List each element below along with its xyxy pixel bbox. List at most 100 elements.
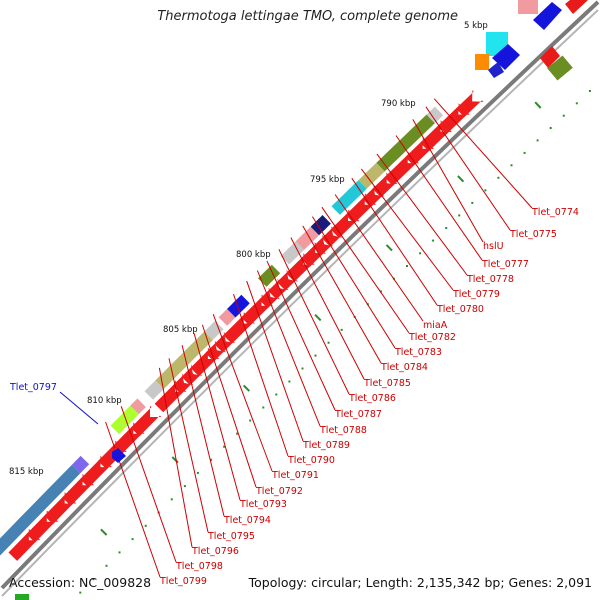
feature-gray-2[interactable] bbox=[280, 241, 305, 265]
gene-label[interactable]: Tlet_0779 bbox=[452, 289, 500, 300]
gene-label[interactable]: Tlet_0788 bbox=[319, 425, 367, 436]
gene-label[interactable]: Tlet_0778 bbox=[466, 274, 514, 285]
gene-arrow[interactable] bbox=[456, 90, 484, 118]
feature-gray[interactable] bbox=[426, 106, 444, 124]
feature-lime[interactable] bbox=[110, 405, 139, 434]
gene-arrow[interactable] bbox=[312, 235, 334, 256]
gene-label[interactable]: Tlet_0783 bbox=[394, 347, 442, 358]
feature-khaki[interactable] bbox=[358, 162, 385, 189]
feature-blue-3 bbox=[488, 62, 504, 78]
kbp-tick bbox=[534, 101, 542, 109]
gene-label[interactable]: Tlet_0799 bbox=[159, 576, 207, 587]
gene-leader-line bbox=[361, 168, 454, 291]
gene-arrow[interactable] bbox=[259, 287, 280, 309]
gene-label[interactable]: Tlet_0787 bbox=[334, 409, 382, 420]
kbp-tick bbox=[457, 175, 465, 183]
gene-leader-line bbox=[433, 98, 533, 209]
gene-arrow[interactable] bbox=[420, 120, 452, 152]
feature-pink bbox=[518, 0, 538, 14]
feature-khaki-2[interactable] bbox=[155, 331, 213, 390]
feature-gray-3[interactable] bbox=[204, 320, 224, 341]
gene-label[interactable]: Tlet_0784 bbox=[380, 362, 428, 373]
gene-label[interactable]: Tlet_0777 bbox=[481, 259, 529, 270]
feature-red-top bbox=[565, 0, 588, 14]
gene-label[interactable]: Tlet_0786 bbox=[348, 393, 396, 404]
feature-green-bottom bbox=[15, 594, 29, 600]
feature-pink-2[interactable] bbox=[218, 309, 236, 326]
gene-arrow[interactable] bbox=[26, 510, 59, 543]
gene-label[interactable]: Tlet_0782 bbox=[408, 332, 456, 343]
feature-steelblue[interactable] bbox=[0, 465, 81, 556]
gene-leader-line bbox=[120, 406, 177, 563]
gene-leader-line bbox=[181, 345, 225, 517]
gene-label[interactable]: Tlet_0792 bbox=[255, 486, 303, 497]
gene-arrow[interactable] bbox=[172, 373, 194, 395]
feature-pink[interactable] bbox=[295, 226, 319, 250]
genome-summary: Topology: circular; Length: 2,135,342 bp… bbox=[248, 575, 592, 590]
gene-label[interactable]: Tlet_0795 bbox=[207, 531, 255, 542]
gene-label[interactable]: Tlet_0791 bbox=[271, 470, 319, 481]
gene-label[interactable]: Tlet_0794 bbox=[223, 515, 271, 526]
gene-arrow[interactable] bbox=[384, 151, 420, 186]
kbp-label-5: 5 kbp bbox=[464, 21, 488, 31]
gene-arrow[interactable] bbox=[62, 473, 94, 506]
highlight-gene-marker bbox=[112, 448, 126, 463]
gene-arrow[interactable] bbox=[154, 380, 187, 413]
gene-arrow[interactable] bbox=[130, 405, 162, 437]
highlight-gene: Tlet_0797 bbox=[9, 382, 126, 463]
kbp-label-795: 795 kbp bbox=[310, 175, 345, 185]
kbp-tick bbox=[242, 384, 251, 392]
feature-blue-2 bbox=[492, 44, 520, 70]
gene-leader-line bbox=[105, 421, 161, 578]
gene-arrow[interactable] bbox=[223, 312, 255, 344]
gene-leader-line bbox=[290, 237, 365, 380]
kbp-tick bbox=[100, 528, 108, 536]
gene-leader-line bbox=[233, 293, 289, 457]
gene-arrow[interactable] bbox=[214, 332, 235, 353]
feature-olive-2[interactable] bbox=[258, 264, 281, 287]
gene-label[interactable]: Tlet_0780 bbox=[436, 304, 484, 315]
highlight-leader bbox=[59, 391, 99, 425]
gene-leader-line bbox=[321, 206, 410, 334]
bottom-features bbox=[15, 594, 29, 600]
gene-arrow[interactable] bbox=[321, 226, 343, 247]
kbp-label-805: 805 kbp bbox=[163, 325, 198, 335]
feature-gray-4[interactable] bbox=[144, 380, 164, 400]
highlight-gene-label[interactable]: Tlet_0797 bbox=[9, 382, 57, 393]
gene-arrow[interactable] bbox=[112, 422, 145, 455]
gene-arrow[interactable] bbox=[300, 242, 326, 268]
gene-arrow[interactable] bbox=[44, 492, 76, 525]
gene-label[interactable]: Tlet_0790 bbox=[287, 455, 335, 466]
gene-arrow[interactable] bbox=[277, 270, 298, 291]
gene-label[interactable]: Tlet_0775 bbox=[509, 229, 557, 240]
gene-arrow[interactable] bbox=[268, 278, 289, 300]
gene-label[interactable]: Tlet_0774 bbox=[531, 207, 579, 218]
feature-pink-3[interactable] bbox=[130, 398, 146, 415]
gene-arrow[interactable] bbox=[438, 103, 470, 135]
kbp-tick bbox=[171, 456, 179, 464]
gene-label[interactable]: Tlet_0793 bbox=[239, 499, 287, 510]
gene-label[interactable]: Tlet_0796 bbox=[191, 546, 239, 557]
gene-label[interactable]: Tlet_0798 bbox=[175, 561, 223, 572]
feature-navy[interactable] bbox=[310, 215, 331, 236]
feature-olive[interactable] bbox=[376, 114, 435, 172]
gene-arrow[interactable] bbox=[205, 340, 226, 362]
gene-label[interactable]: Tlet_0789 bbox=[302, 440, 350, 451]
gene-arrow[interactable] bbox=[8, 528, 41, 561]
gene-leader-line bbox=[311, 216, 396, 349]
genome-backbone-inner bbox=[1, 9, 599, 597]
gene-label[interactable]: miaA bbox=[423, 320, 448, 331]
gene-leader-line bbox=[302, 225, 382, 364]
gene-arrow[interactable] bbox=[80, 455, 112, 488]
feature-cyan[interactable] bbox=[331, 180, 367, 215]
gene-arrow-small[interactable] bbox=[197, 354, 212, 370]
gene-label[interactable]: hslU bbox=[483, 241, 504, 252]
feature-blue[interactable] bbox=[227, 294, 250, 318]
gene-arrow[interactable] bbox=[181, 364, 203, 386]
feature-purple[interactable] bbox=[71, 455, 90, 474]
gene-arrow[interactable] bbox=[345, 193, 377, 224]
gene-arrow[interactable] bbox=[286, 253, 315, 282]
gene-leader-line bbox=[212, 314, 273, 472]
gene-leader-line bbox=[376, 153, 468, 276]
gene-label[interactable]: Tlet_0785 bbox=[363, 378, 411, 389]
